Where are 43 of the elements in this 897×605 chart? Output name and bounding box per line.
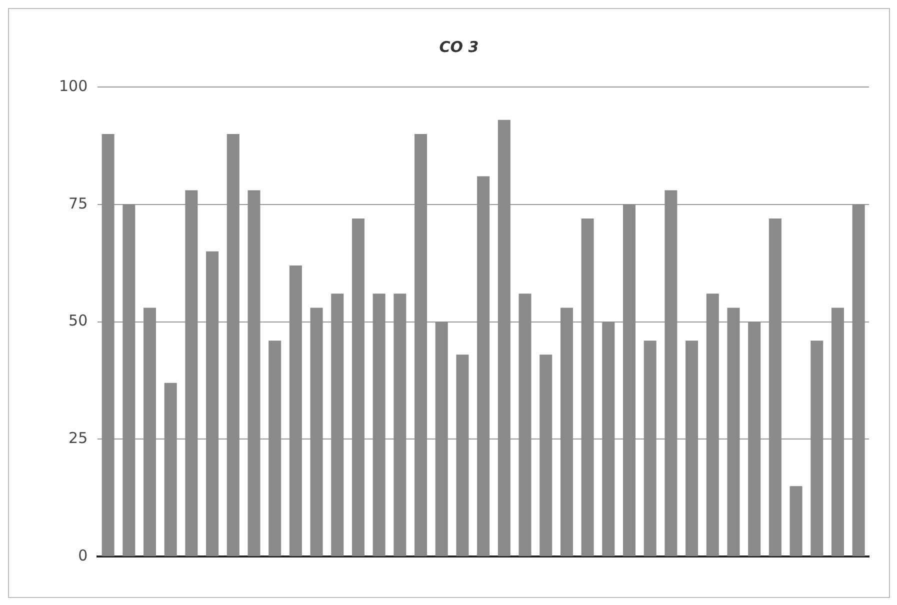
bar (706, 294, 719, 556)
bar (477, 176, 490, 556)
bar (644, 340, 656, 556)
y-tick-label: 100 (58, 76, 88, 95)
y-tick-label: 25 (68, 429, 88, 448)
bar (331, 294, 344, 556)
bar (768, 218, 782, 556)
bar (518, 294, 532, 556)
bar (622, 204, 636, 556)
bar (372, 294, 386, 556)
bar (185, 190, 198, 556)
y-tick-label: 0 (78, 546, 88, 564)
chart-title: CO 3 (439, 38, 479, 56)
bar (560, 308, 573, 556)
bar (581, 218, 594, 556)
bar (664, 190, 678, 556)
bar (810, 340, 824, 556)
bar (540, 354, 552, 556)
bar (102, 134, 114, 556)
bar (352, 218, 364, 556)
bar (831, 308, 844, 556)
y-tick-label: 75 (68, 194, 88, 212)
bar (394, 294, 406, 556)
bar (164, 382, 177, 556)
bar (143, 308, 156, 556)
bar (602, 322, 615, 556)
bar (122, 204, 136, 556)
bar (852, 204, 865, 556)
bar (727, 308, 740, 556)
bar (435, 322, 448, 556)
y-tick-label: 50 (68, 312, 88, 330)
bar (268, 340, 282, 556)
bar (686, 340, 698, 556)
bar (248, 190, 260, 556)
bar (790, 486, 802, 556)
bar (414, 134, 428, 556)
bar (748, 322, 761, 556)
bar (498, 120, 510, 556)
bar (310, 308, 323, 556)
bar (289, 265, 302, 556)
bar (456, 354, 469, 556)
bar (226, 134, 240, 556)
bar (206, 251, 219, 556)
